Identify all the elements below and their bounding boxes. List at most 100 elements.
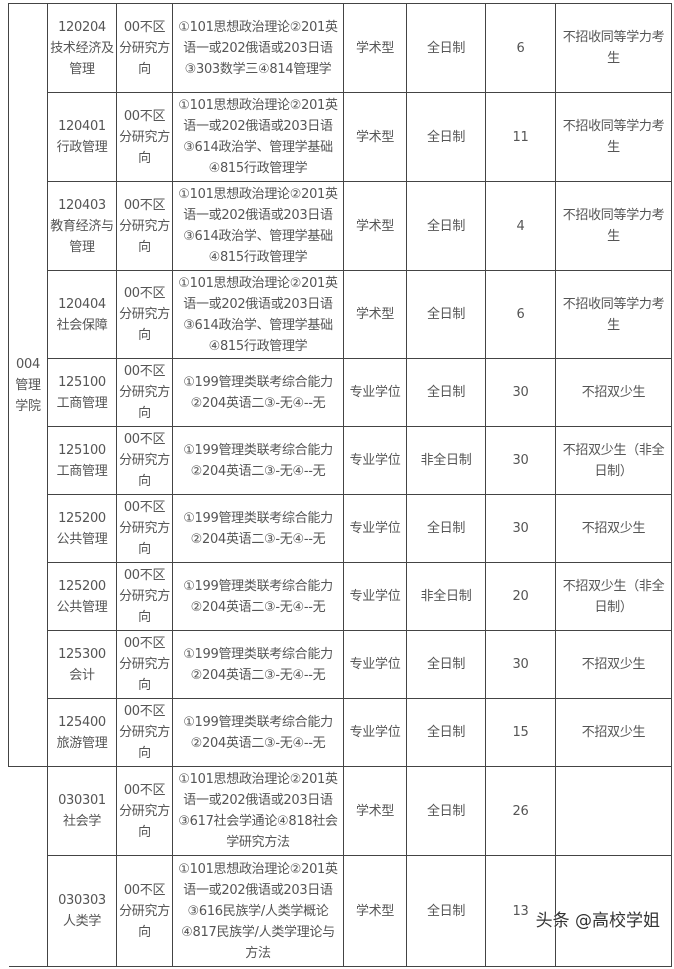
type-cell: 专业学位 [343,630,407,699]
table-row: 120401 行政管理 00不区分研究方向 ①101思想政治理论②201英语一或20… [9,92,672,182]
quota-cell: 15 [485,698,556,767]
type-cell: 学术型 [343,855,407,967]
type-cell: 专业学位 [343,698,407,767]
quota-cell: 30 [485,494,556,563]
major-cell: 120401 行政管理 [47,92,117,182]
exam-cell: ①199管理类联考综合能力②204英语二③-无④--无 [172,630,344,699]
direction-cell: 00不区分研究方向 [116,855,173,967]
table-row: 120403 教育经济与管理 00不区分研究方向 ①101思想政治理论②201英语一… [9,181,672,271]
table-row: 125400 旅游管理 00不区分研究方向 ①199管理类联考综合能力②204英语二… [9,698,672,767]
mode-cell: 全日制 [406,855,486,967]
mode-cell: 非全日制 [406,562,486,631]
note-cell: 不招双少生 [555,358,672,427]
major-cell: 120204 技术经济及管理 [47,3,117,93]
quota-cell: 20 [485,562,556,631]
table-row: 125100 工商管理 00不区分研究方向 ①199管理类联考综合能力②204英语二… [9,426,672,495]
mode-cell: 全日制 [406,270,486,359]
type-cell: 专业学位 [343,562,407,631]
note-cell: 不招双少生 [555,494,672,563]
admissions-table: 004 管理 学院 120204 技术经济及管理 00不区分研究方向 ①101思想政治… [8,3,672,967]
table-row: 125200 公共管理 00不区分研究方向 ①199管理类联考综合能力②204英语二… [9,562,672,631]
note-cell: 不招双少生（非全日制） [555,426,672,495]
mode-cell: 全日制 [406,630,486,699]
direction-cell: 00不区分研究方向 [116,494,173,563]
direction-cell: 00不区分研究方向 [116,92,173,182]
table-row: 125100 工商管理 00不区分研究方向 ①199管理类联考综合能力②204英语二… [9,358,672,427]
mode-cell: 全日制 [406,494,486,563]
note-cell: 不招双少生 [555,630,672,699]
mode-cell: 全日制 [406,92,486,182]
note-cell: 不招收同等学力考生 [555,3,672,93]
mode-cell: 全日制 [406,3,486,93]
major-cell: 125400 旅游管理 [47,698,117,767]
exam-cell: ①101思想政治理论②201英语一或202俄语或203日语③614政治学、管理学… [172,92,344,182]
note-cell: 不招收同等学力考生 [555,92,672,182]
type-cell: 学术型 [343,181,407,271]
quota-cell: 6 [485,3,556,93]
note-cell: 不招双少生（非全日制） [555,562,672,631]
exam-cell: ①199管理类联考综合能力②204英语二③-无④--无 [172,698,344,767]
quota-cell: 30 [485,630,556,699]
watermark: 头条 @高校学姐 [535,911,660,931]
note-cell: 不招收同等学力考生 [555,270,672,359]
major-cell: 125200 公共管理 [47,562,117,631]
major-cell: 125100 工商管理 [47,426,117,495]
mode-cell: 非全日制 [406,426,486,495]
quota-cell: 11 [485,92,556,182]
quota-cell: 6 [485,270,556,359]
note-cell: 不招收同等学力考生 [555,181,672,271]
note-cell: 不招双少生 [555,698,672,767]
exam-cell: ①101思想政治理论②201英语一或202俄语或203日语③616民族学/人类学… [172,855,344,967]
table-row: 004 管理 学院 120204 技术经济及管理 00不区分研究方向 ①101思想政治… [8,3,672,767]
note-cell [555,766,672,856]
table-row: 030303 人类学 00不区分研究方向 ①101思想政治理论②201英语一或202… [9,855,672,967]
major-cell: 120404 社会保障 [47,270,117,359]
exam-cell: ①101思想政治理论②201英语一或202俄语或203日语③617社会学通论④8… [172,766,344,856]
quota-cell: 13 [485,855,556,967]
major-cell: 125300 会计 [47,630,117,699]
exam-cell: ①199管理类联考综合能力②204英语二③-无④--无 [172,562,344,631]
direction-cell: 00不区分研究方向 [116,426,173,495]
mode-cell: 全日制 [406,766,486,856]
quota-cell: 26 [485,766,556,856]
exam-cell: ①101思想政治理论②201英语一或202俄语或203日语③614政治学、管理学… [172,270,344,359]
quota-cell: 30 [485,358,556,427]
major-cell: 030301 社会学 [47,766,117,856]
direction-cell: 00不区分研究方向 [116,270,173,359]
type-cell: 专业学位 [343,426,407,495]
quota-cell: 30 [485,426,556,495]
table-row: 125300 会计 00不区分研究方向 ①199管理类联考综合能力②204英语二③-… [9,630,672,699]
direction-cell: 00不区分研究方向 [116,630,173,699]
major-cell: 125200 公共管理 [47,494,117,563]
type-cell: 专业学位 [343,358,407,427]
exam-cell: ①199管理类联考综合能力②204英语二③-无④--无 [172,426,344,495]
mode-cell: 全日制 [406,181,486,271]
type-cell: 学术型 [343,766,407,856]
type-cell: 学术型 [343,3,407,93]
mode-cell: 全日制 [406,358,486,427]
major-cell: 120403 教育经济与管理 [47,181,117,271]
type-cell: 学术型 [343,92,407,182]
direction-cell: 00不区分研究方向 [116,358,173,427]
exam-cell: ①199管理类联考综合能力②204英语二③-无④--无 [172,494,344,563]
type-cell: 学术型 [343,270,407,359]
exam-cell: ①199管理类联考综合能力②204英语二③-无④--无 [172,358,344,427]
note-cell [555,855,672,967]
department-cell [8,766,48,967]
exam-cell: ①101思想政治理论②201英语一或202俄语或203日语③303数学三④814… [172,3,344,93]
direction-cell: 00不区分研究方向 [116,562,173,631]
table-row: 125200 公共管理 00不区分研究方向 ①199管理类联考综合能力②204英语二… [9,494,672,563]
major-cell: 125100 工商管理 [47,358,117,427]
mode-cell: 全日制 [406,698,486,767]
major-cell: 030303 人类学 [47,855,117,967]
direction-cell: 00不区分研究方向 [116,766,173,856]
table-row: 120404 社会保障 00不区分研究方向 ①101思想政治理论②201英语一或20… [9,270,672,359]
exam-cell: ①101思想政治理论②201英语一或202俄语或203日语③614政治学、管理学… [172,181,344,271]
type-cell: 专业学位 [343,494,407,563]
quota-cell: 4 [485,181,556,271]
department-cell: 004 管理 学院 [8,3,48,767]
direction-cell: 00不区分研究方向 [116,698,173,767]
direction-cell: 00不区分研究方向 [116,3,173,93]
table-row: 030301 社会学 00不区分研究方向 ①101思想政治理论②201英语一或202… [8,766,672,967]
direction-cell: 00不区分研究方向 [116,181,173,271]
